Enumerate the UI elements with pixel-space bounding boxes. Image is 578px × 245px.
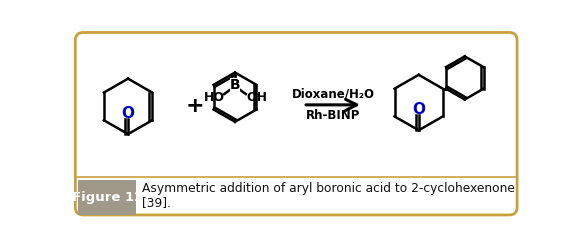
- Text: [39].: [39].: [142, 196, 171, 209]
- Text: +: +: [186, 96, 204, 116]
- Text: Rh-BINP: Rh-BINP: [306, 109, 360, 122]
- Text: B: B: [229, 78, 240, 92]
- Text: HO: HO: [205, 91, 225, 104]
- Text: OH: OH: [246, 91, 267, 104]
- Text: O: O: [412, 102, 425, 117]
- Text: Figure 12: Figure 12: [72, 191, 143, 204]
- Text: Dioxane/H₂O: Dioxane/H₂O: [291, 87, 375, 101]
- Text: O: O: [121, 106, 135, 121]
- Bar: [79, 180, 136, 215]
- Text: Asymmetric addition of aryl boronic acid to 2-cyclohexenone: Asymmetric addition of aryl boronic acid…: [142, 182, 515, 195]
- FancyBboxPatch shape: [75, 33, 517, 215]
